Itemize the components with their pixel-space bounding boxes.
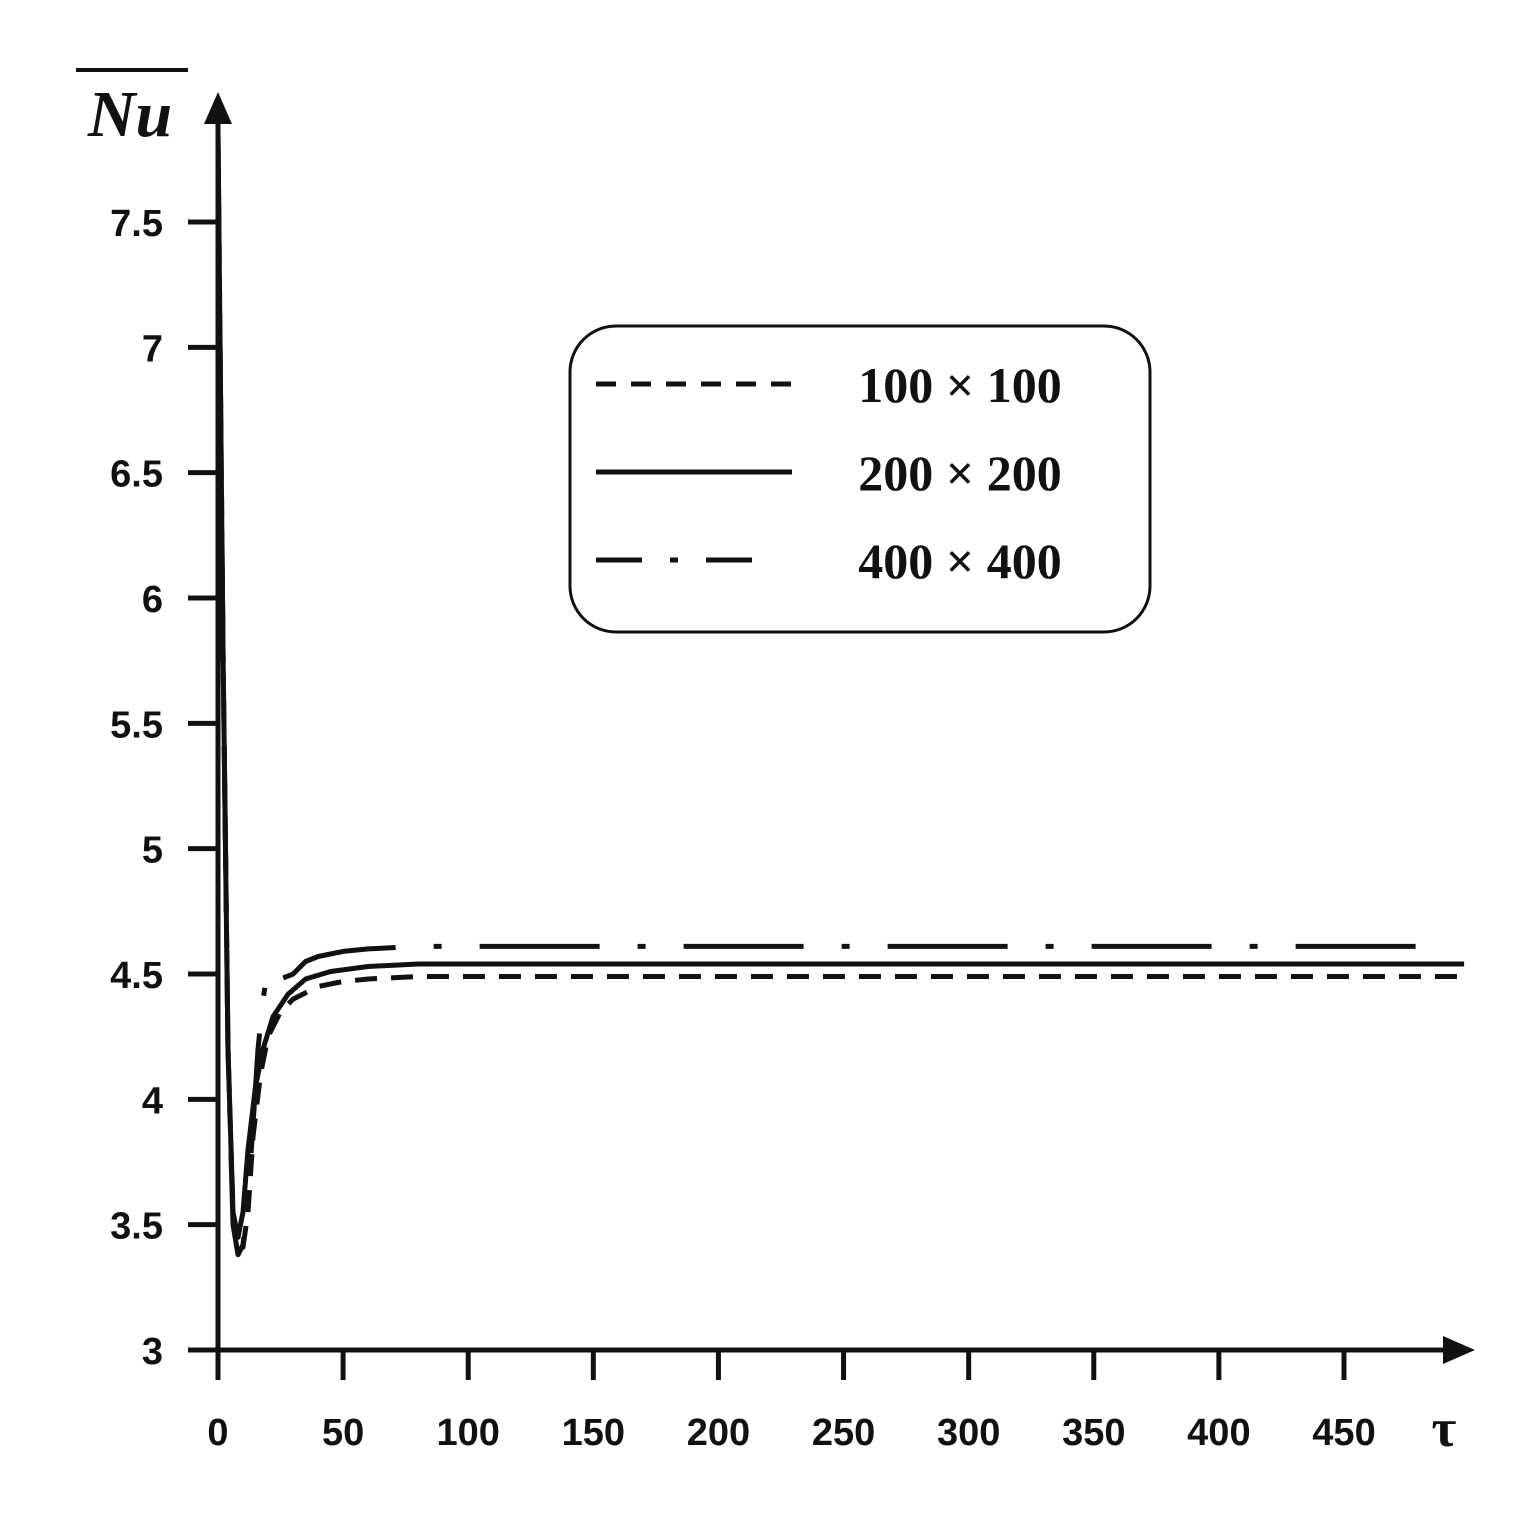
y-axis-title-text: Nu xyxy=(87,78,172,151)
ticks: 0 50 100 150 200 250 300 350 400 450 3 3.5 4 4.5 5 5.5 6… xyxy=(110,203,1376,1454)
x-tick-label-150: 150 xyxy=(562,1412,625,1454)
legend-box xyxy=(568,324,1152,634)
series-lines xyxy=(220,134,1465,1258)
x-tick-label-50: 50 xyxy=(322,1412,364,1454)
y-tick-label-4-5: 4.5 xyxy=(110,955,163,997)
y-tick-label-5: 5 xyxy=(142,830,163,872)
y-tick-label-4: 4 xyxy=(142,1080,163,1122)
legend-items: 100 × 100 200 × 200 400 × 400 xyxy=(596,357,1062,589)
y-tick-label-3: 3 xyxy=(142,1331,163,1373)
x-tick-label-0: 0 xyxy=(207,1412,228,1454)
y-tick-label-6: 6 xyxy=(142,579,163,621)
x-tick-label-350: 350 xyxy=(1062,1412,1125,1454)
x-tick-label-300: 300 xyxy=(937,1412,1000,1454)
y-tick-label-6-5: 6.5 xyxy=(110,454,163,496)
legend-label-3: 400 × 400 xyxy=(858,533,1062,589)
y-axis-title: Nu xyxy=(76,68,188,151)
legend: 100 × 100 200 × 200 400 × 400 xyxy=(568,324,1152,634)
axes xyxy=(204,92,1475,1364)
series-line-2 xyxy=(220,134,1465,1240)
x-axis-title: τ xyxy=(1432,1398,1457,1458)
x-tick-label-100: 100 xyxy=(437,1412,500,1454)
legend-label-1: 100 × 100 xyxy=(858,357,1062,413)
x-tick-label-450: 450 xyxy=(1312,1412,1375,1454)
x-tick-label-400: 400 xyxy=(1187,1412,1250,1454)
x-axis-arrowhead xyxy=(1443,1336,1475,1364)
legend-label-2: 200 × 200 xyxy=(858,445,1062,501)
x-tick-label-200: 200 xyxy=(687,1412,750,1454)
y-tick-label-3-5: 3.5 xyxy=(110,1206,163,1248)
series-line-3 xyxy=(220,134,1445,1258)
y-tick-label-7-5: 7.5 xyxy=(110,203,163,245)
series-line-1 xyxy=(220,134,1465,1250)
y-tick-label-5-5: 5.5 xyxy=(110,704,163,746)
y-axis-arrowhead xyxy=(204,92,232,124)
y-tick-label-7: 7 xyxy=(142,328,163,370)
x-tick-label-250: 250 xyxy=(812,1412,875,1454)
